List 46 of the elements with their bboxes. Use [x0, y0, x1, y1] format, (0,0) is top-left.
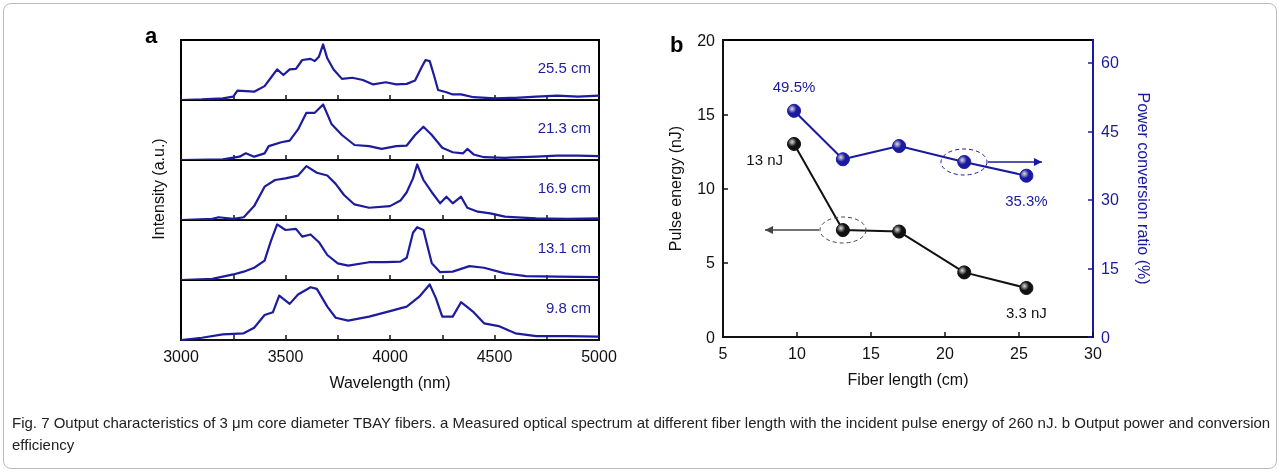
point: [787, 103, 802, 118]
y2-tick-label: 30: [1101, 191, 1119, 209]
x-axis-title: Wavelength (nm): [329, 373, 451, 391]
y2-tick-label: 15: [1101, 259, 1119, 277]
x-axis-title: Fiber length (cm): [847, 370, 969, 388]
x-tick-label: 5: [718, 344, 728, 362]
x-tick-label: 4500: [476, 347, 513, 365]
x-tick-label: 10: [788, 344, 806, 362]
y-tick-label: 5: [706, 254, 716, 272]
x-tick-label: 25: [1010, 344, 1028, 362]
y-tick-label: 20: [697, 31, 716, 49]
annotation: 21.3 cm: [537, 119, 591, 136]
point: [787, 136, 802, 151]
y2-tick-label: 60: [1101, 54, 1119, 72]
y2-axis-title: Power conversion ratio (%): [1134, 92, 1152, 285]
point: [957, 265, 972, 280]
data-label: 3.3 nJ: [1005, 303, 1047, 321]
annotation: 9.8 cm: [545, 299, 591, 316]
x-tick-label: 30: [1084, 344, 1102, 362]
x-tick-label: 3000: [163, 347, 199, 365]
y-tick-label: 15: [697, 105, 716, 123]
data-label: 35.3%: [1005, 191, 1048, 209]
annotation: 25.5 cm: [537, 59, 591, 76]
y2-tick-label: 0: [1101, 328, 1110, 346]
point: [1019, 281, 1034, 295]
x-tick-label: 4000: [372, 347, 408, 365]
point: [1019, 168, 1034, 183]
y-tick-label: 0: [706, 328, 716, 346]
annotation: 16.9 cm: [537, 179, 591, 196]
y-axis-title: Intensity (a.u.): [149, 138, 168, 240]
y-axis-title: Pulse energy (nJ): [666, 125, 684, 252]
y2-tick-label: 45: [1101, 122, 1119, 140]
y-tick-label: 10: [697, 180, 716, 197]
point: [835, 152, 850, 167]
chart-title: a: [145, 22, 158, 48]
x-tick-label: 20: [936, 344, 954, 362]
point: [892, 224, 907, 239]
point: [892, 139, 907, 153]
data-label: 49.5%: [772, 77, 816, 95]
chart-title: b: [670, 31, 684, 57]
x-tick-label: 5000: [581, 347, 617, 365]
data-label: 13 nJ: [746, 151, 784, 169]
x-tick-label: 15: [862, 344, 880, 362]
x-tick-label: 3500: [267, 347, 304, 365]
caption: Fig. 7 Output characteristics of 3 μm core diameter TBAY fibers. a Measured optical spectrum at different fiber length with the incident pulse energy of 260 nJ. b Output power and conversion efficiency: [12, 413, 1272, 455]
annotation: 13.1 cm: [537, 239, 591, 256]
